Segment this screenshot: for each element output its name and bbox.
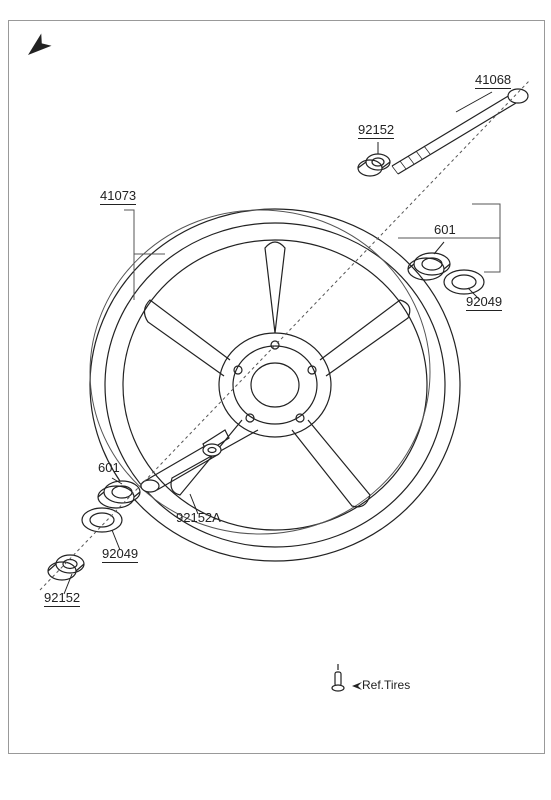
part-wheel [90,209,460,561]
label-92152A: 92152A [176,510,221,525]
part-bearing-left [98,481,140,508]
label-92152-bottom: 92152 [44,590,80,605]
label-92049-right: 92049 [466,294,502,309]
diagram-svg [0,0,551,800]
label-601-right: 601 [434,222,456,237]
ref-arrow-icon [352,682,362,690]
label-41073: 41073 [100,188,136,203]
label-601-left: 601 [98,460,120,475]
ref-tires-note: Ref.Tires [362,678,410,692]
valve-icon [332,664,344,691]
part-collar-top [358,154,390,176]
label-41068: 41068 [475,72,511,87]
label-92049-left: 92049 [102,546,138,561]
part-axle [392,89,528,174]
label-92152-top: 92152 [358,122,394,137]
part-seal-right [444,270,484,294]
nav-arrow-icon [23,33,52,61]
